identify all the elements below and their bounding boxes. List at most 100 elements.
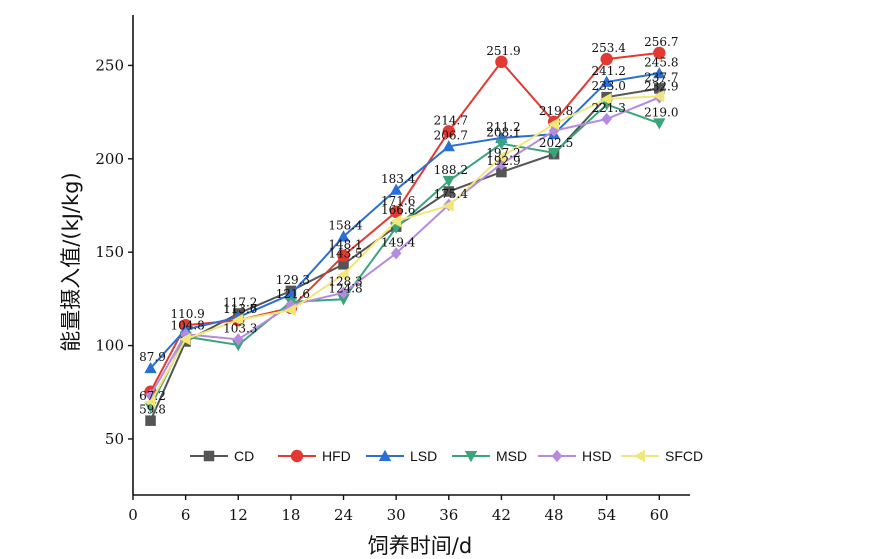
data-label-hsd: 128.3 [328,275,362,289]
series-line-msd [149,103,660,408]
data-point-hfd [442,125,455,138]
data-label-lsd: 158.4 [328,219,363,233]
legend-marker [551,449,563,463]
legend-item-hsd: HSD [538,448,612,464]
data-label-hfd: 148.1 [328,238,362,252]
data-point-cd [654,83,665,94]
data-point-cd [443,186,455,197]
data-label-hsd: 197.2 [486,146,520,160]
data-label-hsd: 175.4 [434,187,469,201]
data-point-sfcd [179,333,191,346]
data-label-hfd: 113.6 [223,302,257,316]
legend-item-lsd: LSD [366,448,437,464]
data-point-sfcd [337,268,349,281]
data-point-hfd [495,55,508,69]
x-tick-label: 6 [181,506,191,524]
x-axis-title: 饲养时间/d [368,534,472,558]
data-label-lsd: 183.4 [381,172,416,186]
data-point-msd [547,147,561,160]
data-label-msd: 124.8 [328,281,362,295]
data-point-sfcd [284,303,296,317]
legend-item-cd: CD [190,448,254,464]
data-label-cd: 129.3 [276,273,310,287]
data-label-lsd: 206.7 [434,128,468,142]
data-label-msd: 104.8 [170,319,204,333]
series-cd [145,83,665,426]
legend-item-sfcd: SFCD [621,448,703,464]
data-point-hsd [548,124,560,137]
data-point-msd [495,138,508,150]
data-label-hsd: 121.6 [276,287,310,301]
data-point-lsd [284,288,298,300]
data-label-lsd: 87.9 [139,350,166,364]
data-point-sfcd [144,396,156,409]
legend-label: MSD [496,448,527,464]
legend-marker [378,449,392,461]
y-tick-label: 50 [105,430,124,448]
data-point-hfd [600,52,613,66]
data-point-lsd [600,75,613,87]
x-tick-label: 30 [387,506,406,524]
data-point-msd [653,118,666,130]
x-tick-label: 36 [439,506,458,524]
series-sfcd [144,90,665,409]
series-layer [144,46,666,426]
data-point-sfcd [389,214,402,228]
series-line-hfd [149,51,660,393]
data-point-cd [145,415,156,426]
legend-marker [464,451,478,463]
data-label-sfcd: 166.6 [381,203,415,217]
axes: 0 6 12 18 24 30 36 42 48 54 60 50 100 150 200 250 [95,15,690,524]
x-tick-label: 60 [650,506,669,524]
x-tick-label: 18 [281,506,300,524]
series-line-sfcd [149,95,660,403]
y-tick-label: 100 [95,337,124,355]
data-point-lsd [442,140,455,152]
data-point-cd [496,166,507,178]
data-point-sfcd [495,150,507,164]
data-point-sfcd [442,199,454,212]
data-point-hsd [232,333,244,346]
data-label-cd: 202.5 [539,136,573,150]
x-tick-label: 0 [128,506,138,524]
y-tick-label: 200 [95,150,124,168]
data-label-hfd: 256.7 [644,35,678,49]
series-msd [144,99,666,414]
series-line-cd [149,87,660,422]
data-point-lsd [337,230,350,242]
data-point-msd [442,175,455,188]
data-label-hfd: 110.9 [170,307,204,321]
legend-label: HSD [582,448,612,464]
data-point-hfd [337,249,350,262]
data-labels-layer: 59.8 117.2 129.3 143.5 192.9 202.5 233.0 237.7 1… [139,35,678,417]
x-tick-label: 54 [597,506,616,524]
data-point-msd [232,340,245,352]
data-point-cd [338,259,349,270]
legend: CD HFD LSD MSD HSD SFCD [190,448,703,464]
data-point-lsd [144,361,157,374]
data-point-lsd [389,183,403,195]
data-label-cd: 59.8 [139,403,166,417]
data-label-lsd: 241.2 [591,64,625,78]
data-point-sfcd [232,313,244,327]
data-point-hfd [389,205,403,219]
data-label-lsd: 211.2 [486,120,520,134]
x-tick-label: 42 [492,506,511,524]
legend-item-msd: MSD [452,448,527,464]
data-point-hsd [145,389,156,402]
data-label-hfd: 214.7 [434,113,468,127]
data-point-hfd [653,46,666,60]
data-label-sfcd: 113.7 [223,302,257,316]
data-label-msd: 188.2 [434,163,468,177]
data-point-sfcd [547,117,559,131]
legend-label: CD [234,448,254,464]
data-point-hsd [601,112,612,126]
data-label-hsd: 103.3 [223,321,257,335]
data-label-hsd: 149.4 [381,235,416,249]
data-label-cd: 237.7 [644,70,678,84]
y-tick-label: 250 [95,56,124,74]
legend-label: LSD [410,448,437,464]
data-label-cd: 192.9 [486,154,520,168]
data-label-msd: 219.0 [644,105,678,119]
